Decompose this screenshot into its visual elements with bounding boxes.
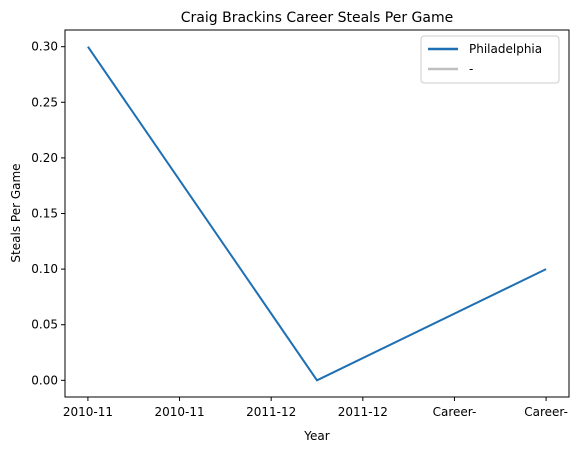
y-tick-label: 0.20 xyxy=(31,151,58,165)
y-tick-label: 0.15 xyxy=(31,207,58,221)
y-tick-label: 0.05 xyxy=(31,318,58,332)
y-axis: 0.00 0.05 0.10 0.15 0.20 0.25 0.30 xyxy=(31,40,65,387)
legend-label-0: Philadelphia xyxy=(469,42,542,56)
y-tick-label: 0.10 xyxy=(31,262,58,276)
chart-title: Craig Brackins Career Steals Per Game xyxy=(181,10,453,26)
series-layer xyxy=(87,46,547,382)
legend: Philadelphia - xyxy=(420,35,560,84)
y-tick-label: 0.25 xyxy=(31,95,58,109)
plot-area xyxy=(64,29,570,398)
x-axis: 2010-11 2010-11 2011-12 2011-12 Career- Caree… xyxy=(63,397,568,419)
y-tick-label: 0.30 xyxy=(31,40,58,54)
x-tick-label: 2010-11 xyxy=(154,405,204,419)
x-tick-label: 2010-11 xyxy=(63,405,113,419)
series-line-0 xyxy=(87,46,547,382)
legend-label-1: - xyxy=(469,62,473,76)
x-tick-label: 2011-12 xyxy=(338,405,388,419)
x-tick-label: Career- xyxy=(524,405,568,419)
x-axis-label: Year xyxy=(303,429,329,443)
y-tick-label: 0.00 xyxy=(31,373,58,387)
x-tick-label: 2011-12 xyxy=(246,405,296,419)
y-axis-label: Steals Per Game xyxy=(9,163,23,262)
x-tick-label: Career- xyxy=(433,405,477,419)
